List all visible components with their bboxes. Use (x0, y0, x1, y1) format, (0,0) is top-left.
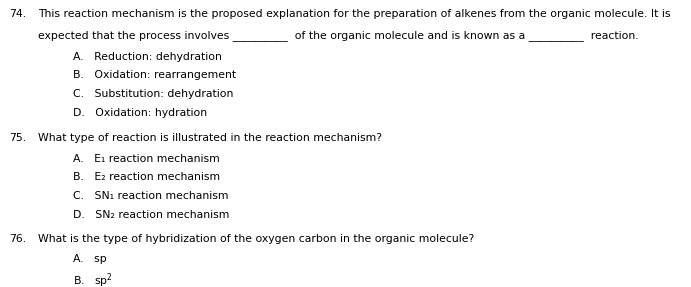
Text: B.   $\mathregular{sp^2}$: B. $\mathregular{sp^2}$ (73, 272, 113, 287)
Text: B.   E₂ reaction mechanism: B. E₂ reaction mechanism (73, 172, 220, 182)
Text: This reaction mechanism is the proposed explanation for the preparation of alken: This reaction mechanism is the proposed … (38, 9, 670, 19)
Text: B.   Oxidation: rearrangement: B. Oxidation: rearrangement (73, 70, 236, 80)
Text: 76.: 76. (9, 234, 26, 244)
Text: A.   Reduction: dehydration: A. Reduction: dehydration (73, 52, 221, 62)
Text: D.   SN₂ reaction mechanism: D. SN₂ reaction mechanism (73, 210, 229, 220)
Text: C.   Substitution: dehydration: C. Substitution: dehydration (73, 89, 233, 99)
Text: D.   Oxidation: hydration: D. Oxidation: hydration (73, 108, 207, 118)
Text: expected that the process involves __________  of the organic molecule and is kn: expected that the process involves _____… (38, 30, 638, 41)
Text: C.   SN₁ reaction mechanism: C. SN₁ reaction mechanism (73, 191, 228, 201)
Text: What type of reaction is illustrated in the reaction mechanism?: What type of reaction is illustrated in … (38, 133, 382, 144)
Text: A.   sp: A. sp (73, 254, 106, 264)
Text: A.   E₁ reaction mechanism: A. E₁ reaction mechanism (73, 154, 219, 164)
Text: 75.: 75. (9, 133, 26, 144)
Text: 74.: 74. (9, 9, 26, 19)
Text: What is the type of hybridization of the oxygen carbon in the organic molecule?: What is the type of hybridization of the… (38, 234, 474, 244)
